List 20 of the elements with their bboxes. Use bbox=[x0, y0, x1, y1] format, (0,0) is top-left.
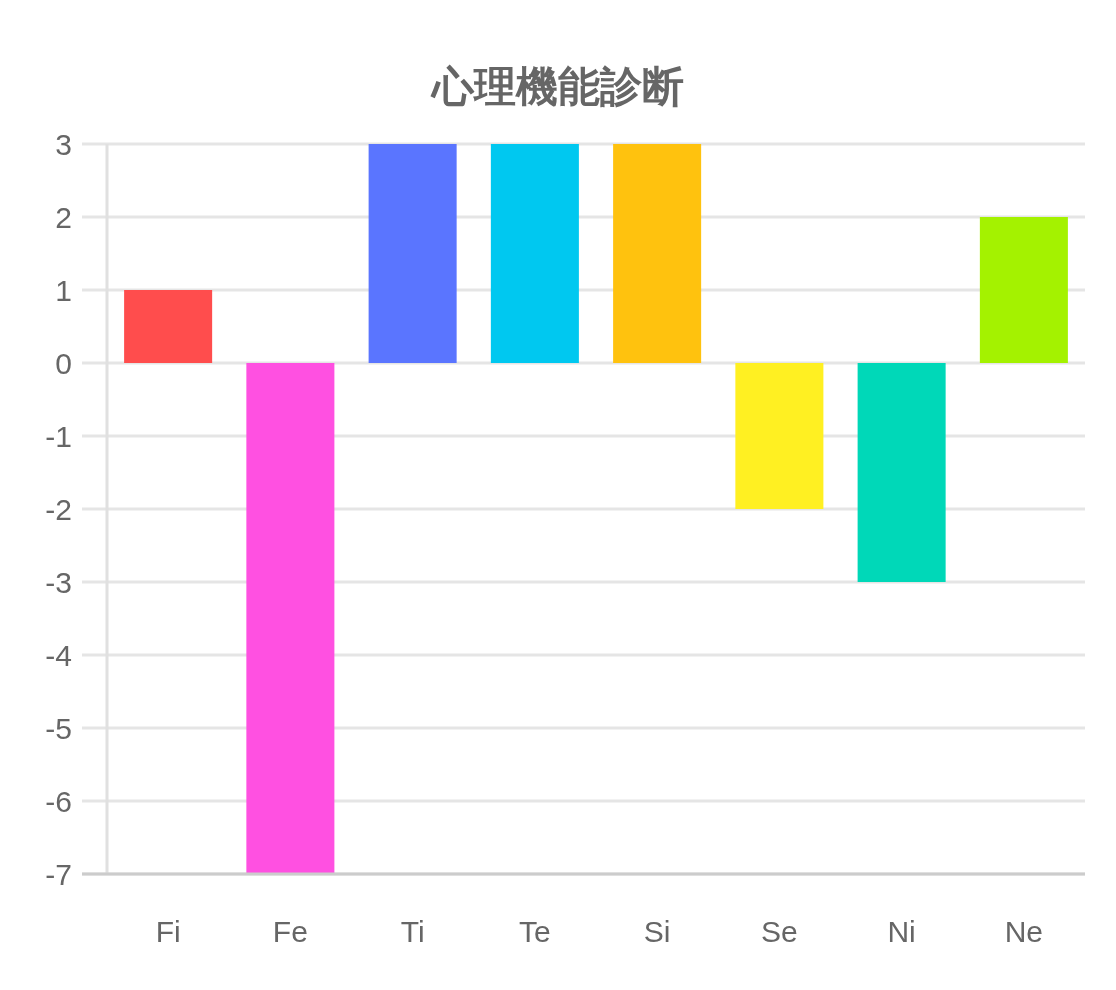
ytick: 2 bbox=[55, 201, 72, 234]
xtick: Fe bbox=[272, 915, 308, 948]
ytick: -7 bbox=[45, 858, 72, 891]
ytick: 0 bbox=[55, 347, 72, 380]
xtick: Ne bbox=[1004, 915, 1044, 948]
ytick: -4 bbox=[45, 639, 72, 672]
xtick: Te bbox=[519, 915, 551, 948]
ytick: -5 bbox=[45, 712, 72, 745]
ytick: -6 bbox=[45, 785, 72, 818]
xtick: Si bbox=[643, 915, 671, 948]
ytick: -2 bbox=[45, 493, 72, 526]
ytick: 3 bbox=[55, 128, 72, 161]
xtick: Fi bbox=[155, 915, 181, 948]
xtick: Se bbox=[761, 915, 798, 948]
ytick: -1 bbox=[45, 420, 72, 453]
xtick: Ti bbox=[400, 915, 425, 948]
xtick: Ni bbox=[887, 915, 916, 948]
title: 心理機能診断 bbox=[432, 63, 684, 110]
ytick: 1 bbox=[55, 274, 72, 307]
ytick: -3 bbox=[45, 566, 72, 599]
